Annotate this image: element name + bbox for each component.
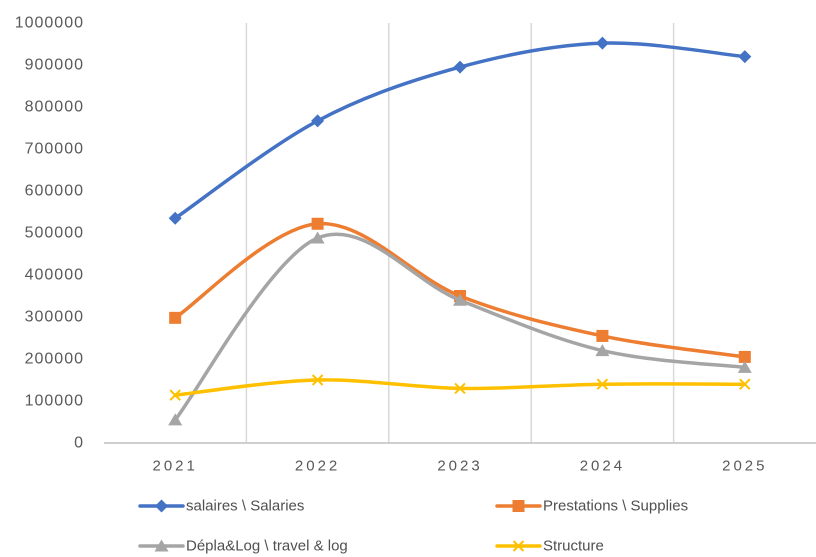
legend-label: Prestations \ Supplies bbox=[543, 498, 688, 515]
data-point-depla-log-travel-log-2021 bbox=[168, 413, 183, 426]
vertical-gridlines bbox=[245, 23, 675, 443]
data-point-prestations-supplies-2021 bbox=[169, 311, 182, 324]
series-salaires-salaries bbox=[168, 36, 752, 225]
data-point-prestations-supplies-2022 bbox=[311, 217, 324, 230]
data-point-depla-log-travel-log-2024 bbox=[595, 344, 610, 357]
legend-label: Structure bbox=[543, 538, 604, 555]
data-point-structure-2023 bbox=[454, 382, 466, 395]
legend-label: salaires \ Salaries bbox=[186, 498, 304, 515]
data-point-salaires-salaries-2025 bbox=[738, 50, 752, 64]
legend-triangle-marker-icon bbox=[154, 539, 169, 552]
x-tick-label: 2022 bbox=[295, 458, 340, 475]
legend-item-prestations-supplies: Prestations \ Supplies bbox=[495, 498, 688, 515]
x-tick-label: 2024 bbox=[580, 458, 625, 475]
y-tick-label: 0 bbox=[74, 435, 84, 452]
data-point-structure-2021 bbox=[169, 389, 181, 401]
data-point-salaires-salaries-2021 bbox=[168, 211, 182, 225]
data-point-prestations-supplies-2024 bbox=[596, 329, 609, 342]
legend-item-salaires-salaries: salaires \ Salaries bbox=[138, 498, 304, 515]
y-tick-label: 500000 bbox=[25, 225, 84, 242]
y-tick-label: 400000 bbox=[25, 267, 84, 284]
data-point-salaires-salaries-2023 bbox=[453, 60, 467, 74]
legend-x-marker-icon bbox=[512, 540, 525, 552]
y-tick-label: 100000 bbox=[25, 393, 84, 410]
legend-item-structure: Structure bbox=[495, 538, 604, 555]
x-tick-label: 2023 bbox=[437, 458, 482, 475]
x-tick-label: 2025 bbox=[722, 458, 767, 475]
data-point-depla-log-travel-log-2023 bbox=[453, 293, 467, 306]
y-tick-label: 800000 bbox=[25, 99, 84, 116]
series-line-depla-log-travel-log bbox=[173, 232, 747, 422]
data-point-prestations-supplies-2025 bbox=[738, 350, 751, 363]
x-tick-label: 2021 bbox=[153, 458, 198, 475]
y-tick-label: 300000 bbox=[25, 309, 84, 326]
data-point-depla-log-travel-log-2022 bbox=[310, 231, 325, 244]
series-depla-log-travel-log bbox=[168, 231, 752, 426]
data-point-salaires-salaries-2024 bbox=[595, 36, 609, 50]
y-tick-label: 1000000 bbox=[15, 15, 84, 32]
legend: salaires \ Salaries Prestations \ Supplie… bbox=[138, 498, 688, 555]
data-point-structure-2024 bbox=[596, 378, 609, 390]
data-point-depla-log-travel-log-2025 bbox=[737, 360, 752, 373]
y-axis-tick-labels: 0 100000 200000 300000 400000 500000 600000 700… bbox=[15, 15, 84, 452]
series-structure bbox=[169, 374, 751, 401]
data-point-structure-2025 bbox=[739, 378, 751, 390]
legend-diamond-marker-icon bbox=[155, 499, 168, 513]
series-prestations-supplies bbox=[169, 217, 751, 363]
y-tick-label: 200000 bbox=[25, 351, 84, 368]
legend-square-marker-icon bbox=[512, 500, 525, 512]
x-axis-tick-labels: 2021 2022 2023 2024 2025 bbox=[153, 458, 767, 475]
legend-item-depla-log-travel-log: Dépla&Log \ travel & log bbox=[138, 538, 348, 555]
legend-label: Dépla&Log \ travel & log bbox=[186, 538, 348, 555]
y-tick-label: 900000 bbox=[25, 57, 84, 74]
data-point-structure-2022 bbox=[311, 374, 324, 386]
data-point-salaires-salaries-2022 bbox=[311, 114, 325, 128]
plot-series bbox=[168, 36, 752, 426]
y-tick-label: 600000 bbox=[25, 183, 84, 200]
y-tick-label: 700000 bbox=[25, 141, 84, 158]
